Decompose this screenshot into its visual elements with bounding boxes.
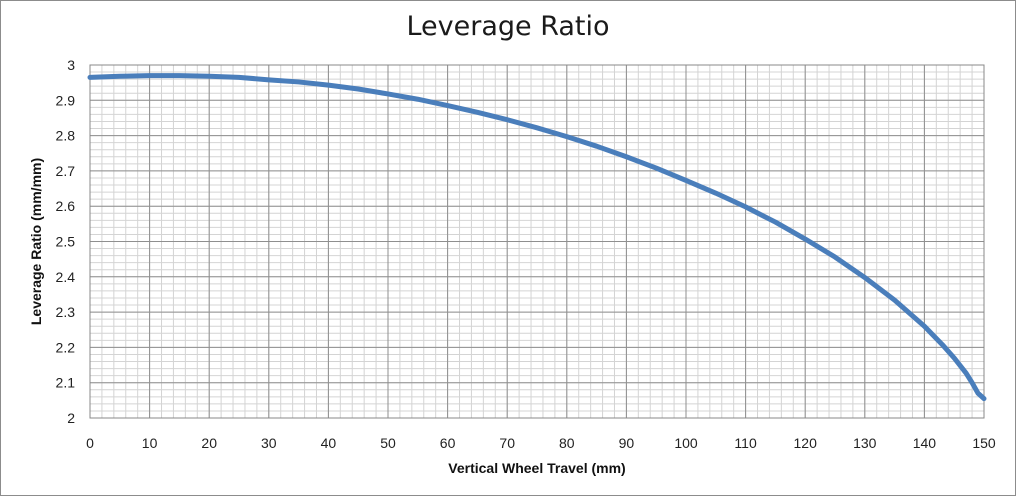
major-grid [89, 64, 985, 419]
y-tick-label: 2.2 [56, 339, 76, 355]
x-tick-label: 10 [142, 435, 158, 451]
y-axis-ticks: 2 2.1 2.2 2.3 2.4 2.5 2.6 2.7 2.8 2.9 3 [56, 57, 76, 426]
y-tick-label: 2.1 [56, 375, 76, 391]
y-tick-label: 2.3 [56, 304, 76, 320]
x-tick-label: 110 [734, 435, 757, 451]
y-tick-label: 2.9 [56, 92, 76, 108]
x-tick-label: 30 [261, 435, 277, 451]
x-axis-ticks: 0 10 20 30 40 50 60 70 80 90 100 110 120 130 140 150 [86, 435, 996, 451]
y-tick-label: 2.8 [56, 128, 76, 144]
series-line [87, 73, 987, 402]
y-tick-label: 2.5 [56, 234, 76, 250]
x-tick-label: 150 [972, 435, 996, 451]
x-tick-label: 130 [853, 435, 877, 451]
x-tick-label: 140 [913, 435, 937, 451]
x-tick-label: 70 [499, 435, 515, 451]
x-tick-label: 50 [380, 435, 396, 451]
x-tick-label: 120 [794, 435, 818, 451]
x-tick-label: 100 [674, 435, 698, 451]
x-axis-title: Vertical Wheel Travel (mm) [448, 460, 625, 476]
y-tick-label: 2 [67, 410, 75, 426]
chart-title: Leverage Ratio [406, 11, 610, 42]
x-tick-label: 60 [440, 435, 456, 451]
y-tick-label: 3 [67, 57, 75, 73]
x-tick-label: 40 [321, 435, 337, 451]
y-tick-label: 2.4 [56, 269, 76, 285]
y-tick-label: 2.6 [56, 198, 76, 214]
x-tick-label: 20 [201, 435, 217, 451]
x-tick-label: 80 [559, 435, 575, 451]
y-tick-label: 2.7 [56, 163, 76, 179]
plot-area-border [89, 64, 985, 419]
y-axis-title: Leverage Ratio (mm/mm) [28, 158, 44, 325]
x-tick-label: 90 [619, 435, 635, 451]
x-tick-label: 0 [86, 435, 94, 451]
